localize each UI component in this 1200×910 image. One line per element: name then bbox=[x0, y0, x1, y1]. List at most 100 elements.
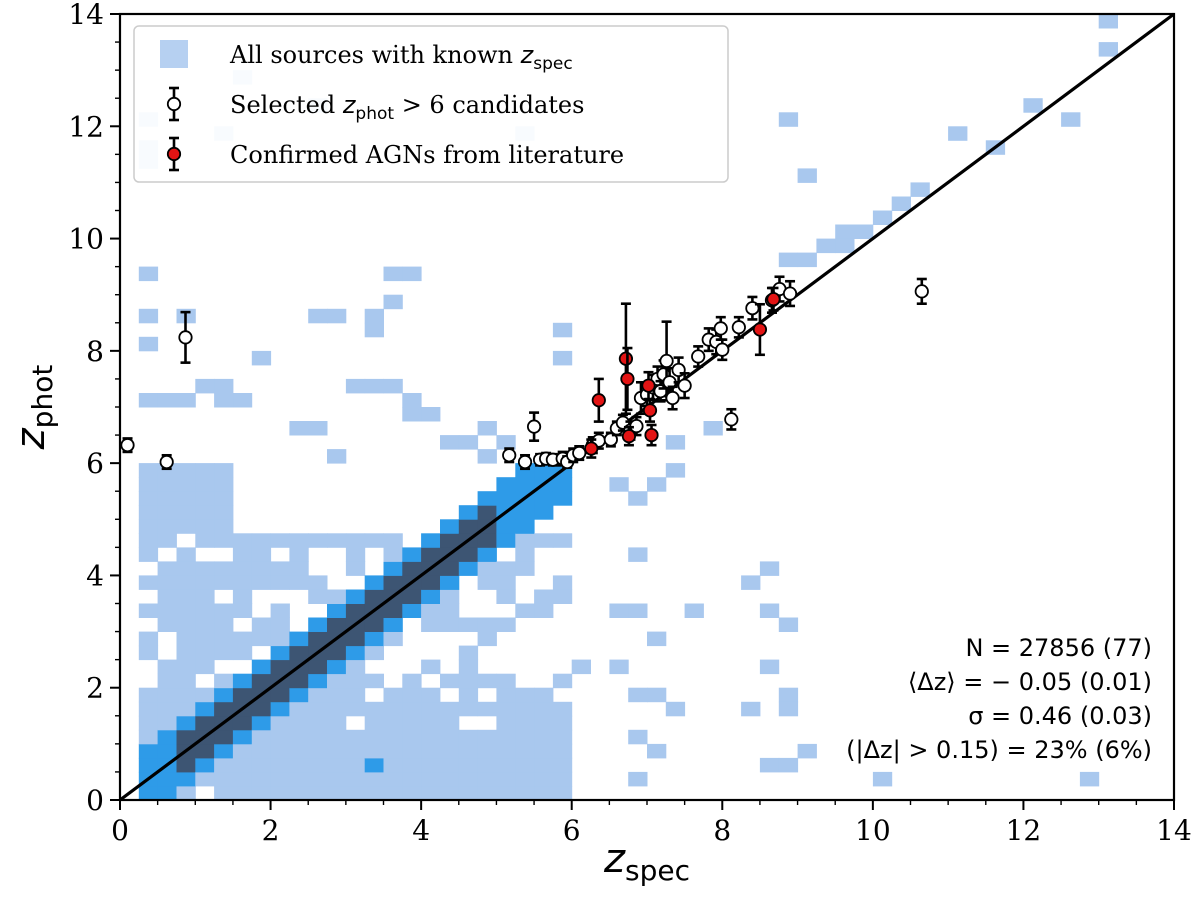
hist-cell bbox=[289, 715, 309, 731]
x-tick-label: 8 bbox=[713, 814, 731, 847]
hist-cell bbox=[383, 631, 403, 647]
hist-cell bbox=[157, 673, 177, 689]
hist-cell bbox=[948, 126, 968, 141]
hist-cell bbox=[270, 786, 290, 801]
hist-cell bbox=[176, 631, 196, 647]
hist-cell bbox=[345, 645, 366, 661]
hist-cell bbox=[214, 631, 234, 647]
hist-cell bbox=[289, 786, 309, 801]
hist-cell bbox=[308, 729, 328, 745]
hist-cell bbox=[552, 715, 573, 731]
hist-cell bbox=[138, 603, 159, 618]
legend-marker bbox=[166, 146, 182, 162]
candidate-point bbox=[691, 349, 706, 364]
hist-cell bbox=[270, 561, 290, 576]
hist-cell bbox=[251, 547, 272, 562]
y-tick-label: 6 bbox=[86, 447, 104, 480]
hist-cell bbox=[157, 533, 177, 548]
hist-cell bbox=[214, 757, 234, 773]
hist-cell bbox=[270, 603, 290, 618]
hist-cell bbox=[232, 603, 253, 618]
hist-cell bbox=[214, 505, 234, 520]
hist-cell bbox=[308, 757, 328, 773]
hist-cell bbox=[214, 533, 234, 548]
hist-cell bbox=[515, 701, 535, 717]
hist-cell bbox=[421, 659, 441, 675]
hist-cell bbox=[440, 603, 460, 618]
hist-cell bbox=[552, 771, 573, 787]
hist-cell bbox=[157, 505, 177, 520]
hist-cell bbox=[496, 757, 516, 773]
hist-cell bbox=[308, 575, 328, 590]
hist-cell bbox=[496, 673, 516, 689]
hist-cell bbox=[496, 575, 516, 590]
hist-cell bbox=[270, 617, 290, 632]
candidate-point bbox=[120, 438, 135, 453]
hist-cell bbox=[195, 701, 215, 717]
hist-cell bbox=[421, 575, 441, 590]
hist-cell bbox=[364, 715, 384, 731]
hist-cell bbox=[552, 729, 573, 745]
hist-cell bbox=[477, 701, 497, 717]
hist-cell bbox=[383, 771, 403, 787]
hist-cell bbox=[534, 743, 554, 759]
hist-cell bbox=[458, 435, 479, 450]
hist-cell bbox=[345, 786, 366, 801]
hist-cell bbox=[458, 757, 479, 773]
hist-cell bbox=[232, 786, 253, 801]
hist-cell bbox=[496, 786, 516, 801]
hist-cell bbox=[534, 603, 554, 618]
hist-cell bbox=[477, 617, 497, 632]
hist-cell bbox=[440, 786, 460, 801]
hist-cell bbox=[421, 743, 441, 759]
hist-cell bbox=[176, 757, 196, 773]
y-tick-label: 0 bbox=[86, 784, 104, 817]
hist-cell bbox=[289, 645, 309, 661]
x-tick-label: 12 bbox=[1006, 814, 1042, 847]
hist-cell bbox=[138, 547, 159, 562]
hist-cell bbox=[496, 519, 516, 534]
x-tick-label: 2 bbox=[262, 814, 280, 847]
hist-cell bbox=[157, 393, 177, 408]
hist-cell bbox=[402, 603, 422, 618]
hist-cell bbox=[440, 435, 460, 450]
hist-cell bbox=[402, 673, 422, 689]
hist-cell bbox=[402, 687, 422, 703]
hist-cell bbox=[421, 786, 441, 801]
hist-cell bbox=[270, 757, 290, 773]
hist-cell bbox=[214, 617, 234, 632]
candidate-point bbox=[665, 390, 680, 406]
hist-cell bbox=[534, 491, 554, 506]
hist-cell bbox=[477, 491, 497, 506]
hist-cell bbox=[383, 617, 403, 632]
hist-cell bbox=[778, 687, 799, 703]
hist-cell bbox=[458, 617, 479, 632]
hist-cell bbox=[402, 589, 422, 604]
hist-cell bbox=[176, 491, 196, 506]
hist-cell bbox=[327, 687, 347, 703]
hist-cell bbox=[327, 673, 347, 689]
hist-cell bbox=[496, 729, 516, 745]
candidate-point bbox=[782, 286, 798, 301]
hist-cell bbox=[402, 547, 422, 562]
hist-cell bbox=[138, 729, 159, 745]
hist-cell bbox=[214, 729, 234, 745]
hist-cell bbox=[458, 505, 479, 520]
hist-cell bbox=[402, 771, 422, 787]
hist-cell bbox=[402, 743, 422, 759]
hist-cell bbox=[797, 252, 817, 268]
hist-cell bbox=[402, 407, 422, 422]
hist-cell bbox=[1061, 112, 1081, 127]
hist-cell bbox=[741, 575, 761, 590]
hist-cell bbox=[214, 786, 234, 801]
hist-cell bbox=[345, 561, 366, 576]
y-axis-sub: phot bbox=[26, 365, 59, 429]
hist-cell bbox=[195, 477, 215, 492]
hist-cell bbox=[308, 687, 328, 703]
hist-cell bbox=[327, 449, 347, 464]
hist-cell bbox=[214, 491, 234, 506]
hist-cell bbox=[647, 743, 667, 759]
hist-cell bbox=[552, 757, 573, 773]
hist-cell bbox=[232, 393, 253, 408]
